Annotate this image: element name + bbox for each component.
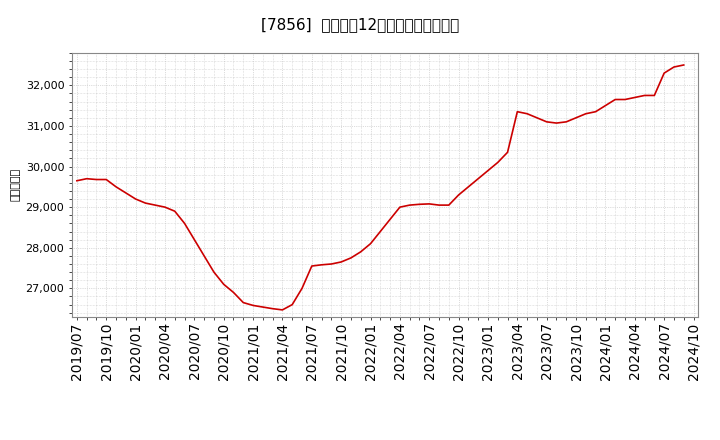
Y-axis label: （百万円）: （百万円）: [10, 168, 20, 202]
Text: [7856]  売上高の12か月移動合計の推移: [7856] 売上高の12か月移動合計の推移: [261, 18, 459, 33]
